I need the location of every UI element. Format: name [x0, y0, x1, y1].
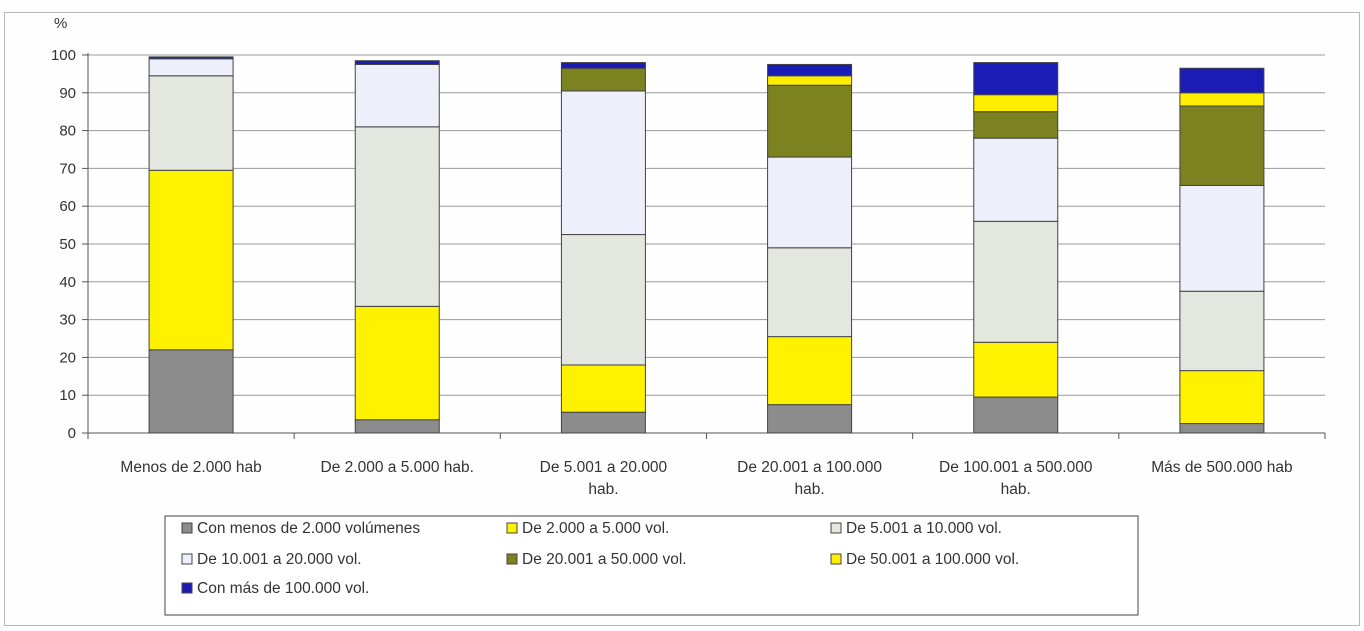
bar-segment-7[interactable]	[354, 60, 440, 65]
x-category-label: De 5.001 a 20.000	[540, 459, 668, 476]
legend-label: De 10.001 a 20.000 vol.	[197, 551, 362, 568]
x-category-label: De 100.001 a 500.000	[939, 459, 1093, 476]
y-tick-label: 40	[59, 274, 76, 291]
y-tick-label: 90	[59, 85, 76, 102]
legend-swatch	[830, 553, 842, 565]
bar-segment-2[interactable]	[767, 336, 853, 406]
x-category-label: hab.	[1001, 481, 1031, 498]
y-tick-label: 50	[59, 236, 76, 253]
bar-segment-2[interactable]	[560, 364, 646, 413]
bar-segment-4[interactable]	[560, 90, 646, 236]
y-tick-label: 0	[68, 425, 76, 442]
bar-segment-4[interactable]	[1179, 184, 1265, 292]
bar-segment-4[interactable]	[354, 63, 440, 128]
y-tick-label: 80	[59, 123, 76, 140]
bar-segment-6[interactable]	[973, 94, 1059, 113]
bar-segment-2[interactable]	[148, 169, 234, 351]
x-category-label: hab.	[794, 481, 824, 498]
x-category-label: hab.	[588, 481, 618, 498]
y-axis-unit-label: %	[54, 15, 67, 32]
legend-swatch	[181, 522, 193, 534]
bar-segment-3[interactable]	[767, 247, 853, 338]
bar-segment-1[interactable]	[148, 349, 234, 434]
legend-label: Con más de 100.000 vol.	[197, 580, 369, 597]
legend-swatch	[506, 522, 518, 534]
x-category-label: De 20.001 a 100.000	[737, 459, 882, 476]
x-category-label: Más de 500.000 hab	[1151, 459, 1292, 476]
y-tick-label: 100	[51, 47, 76, 64]
bar-segment-3[interactable]	[1179, 290, 1265, 372]
bar-segment-2[interactable]	[354, 305, 440, 421]
legend-swatch	[830, 522, 842, 534]
legend-label: De 5.001 a 10.000 vol.	[846, 520, 1002, 537]
bar-segment-4[interactable]	[148, 58, 234, 77]
y-tick-label: 10	[59, 387, 76, 404]
bar-segment-5[interactable]	[767, 84, 853, 158]
y-tick-label: 30	[59, 312, 76, 329]
bar-segment-5[interactable]	[560, 67, 646, 92]
bar-segment-6[interactable]	[767, 75, 853, 86]
bar-segment-6[interactable]	[1179, 92, 1265, 107]
legend-box	[164, 515, 1139, 616]
bar-segment-3[interactable]	[560, 234, 646, 366]
bar-segment-2[interactable]	[973, 341, 1059, 398]
bar-segment-7[interactable]	[973, 62, 1059, 96]
legend-swatch	[181, 553, 193, 565]
y-tick-label: 60	[59, 198, 76, 215]
bar-segment-1[interactable]	[354, 419, 440, 434]
bar-segment-7[interactable]	[767, 63, 853, 77]
bar-segment-7[interactable]	[560, 62, 646, 69]
bar-segment-1[interactable]	[560, 411, 646, 434]
bar-segment-2[interactable]	[1179, 370, 1265, 425]
bar-segment-4[interactable]	[767, 156, 853, 249]
y-tick-label: 20	[59, 349, 76, 366]
x-category-label: De 2.000 a 5.000 hab.	[321, 459, 474, 476]
legend-label: Con menos de 2.000 volúmenes	[197, 520, 420, 537]
legend-label: De 2.000 a 5.000 vol.	[522, 520, 669, 537]
bar-segment-3[interactable]	[354, 126, 440, 307]
legend-swatch	[506, 553, 518, 565]
bar-segment-1[interactable]	[973, 396, 1059, 434]
bar-segment-1[interactable]	[1179, 423, 1265, 434]
legend-label: De 50.001 a 100.000 vol.	[846, 551, 1019, 568]
bar-segment-3[interactable]	[973, 220, 1059, 343]
legend-swatch	[181, 582, 193, 594]
bar-segment-4[interactable]	[973, 137, 1059, 222]
bar-segment-7[interactable]	[1179, 67, 1265, 94]
y-tick-label: 70	[59, 160, 76, 177]
bar-segment-5[interactable]	[973, 111, 1059, 139]
bar-segment-7[interactable]	[148, 56, 234, 60]
bar-segment-1[interactable]	[767, 404, 853, 434]
x-category-label: Menos de 2.000 hab	[120, 459, 261, 476]
bar-segment-3[interactable]	[148, 75, 234, 171]
legend-label: De 20.001 a 50.000 vol.	[522, 551, 687, 568]
bar-segment-5[interactable]	[1179, 105, 1265, 186]
